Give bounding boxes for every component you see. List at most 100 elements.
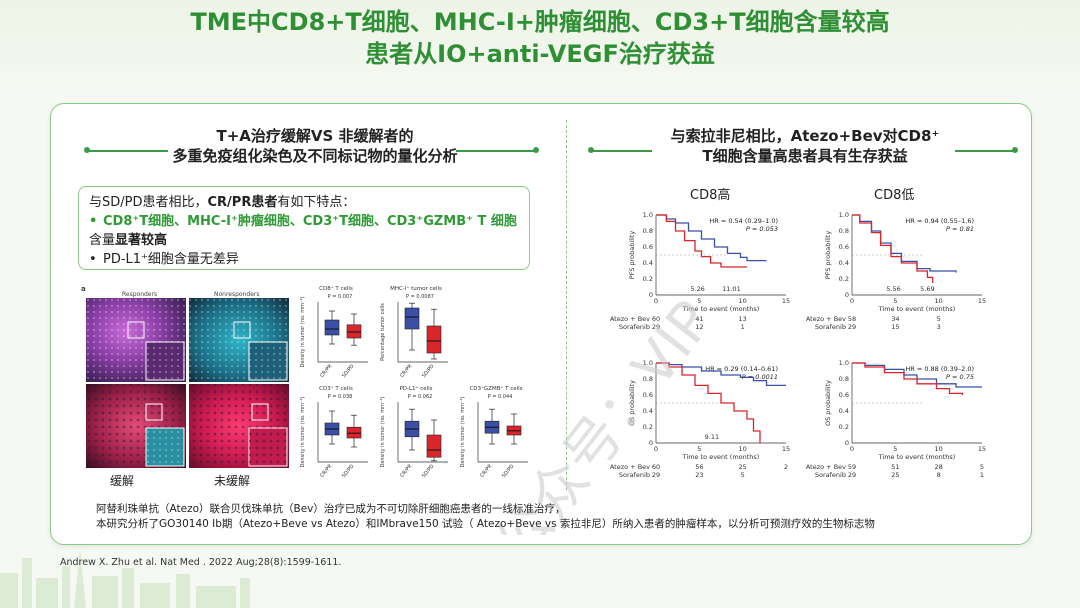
boxplot-ylabel: Density in tumor (no. mm⁻²) — [380, 396, 386, 467]
km-xtick: 15 — [782, 297, 790, 305]
city-skyline-decoration — [0, 548, 250, 608]
boxplot-4: PD-L1⁺ cells P = 0.062 Density in tumor (n… — [380, 385, 448, 479]
boxplot-p: P = 0.044 — [488, 394, 513, 400]
risk-count: 5 — [741, 471, 745, 479]
km-median-1: 9.11 — [705, 433, 719, 441]
km-ytick: 0.4 — [643, 259, 653, 267]
left-title-dot-right — [533, 147, 539, 153]
boxplot-ylabel: Density in tumor (no. mm⁻²) — [300, 296, 306, 367]
km-xtick: 10 — [739, 445, 747, 453]
km-xlabel: Time to event (months) — [878, 305, 956, 313]
boxplot-p: P = 0.038 — [328, 394, 353, 400]
boxplot-box — [324, 319, 340, 336]
risk-count: 1 — [741, 323, 745, 331]
boxplot-panel: CD8⁺ T cells P = 0.007 Density in tumor (n… — [300, 285, 528, 479]
boxplot-xcat: CR/PR — [479, 463, 494, 479]
km-xtick: 15 — [978, 445, 986, 453]
boxplot-xcat: SD/PD — [501, 463, 516, 479]
findings-box: 与SD/PD患者相比，CR/PR患者有如下特点： • CD8⁺T细胞、MHC-I⁺… — [78, 186, 530, 270]
km-ytick: 0 — [649, 291, 653, 299]
label-cd8-low: CD8低 — [874, 188, 915, 203]
left-title-rule-right — [456, 150, 536, 152]
risk-count: 25 — [891, 471, 899, 479]
boxplot-title: CD3⁺GZMB⁺ T cells — [469, 385, 522, 392]
boxplot-xcat: CR/PR — [399, 463, 414, 479]
slide-title: TME中CD8+T细胞、MHC-I+肿瘤细胞、CD3+T细胞含量较高 患者从IO… — [0, 6, 1080, 70]
km-ytick: 0.2 — [643, 423, 653, 431]
km-median-1: 5.56 — [886, 285, 900, 293]
km-hr: HR = 0.94 (0.55–1.6) — [905, 217, 974, 225]
risk-count: 2 — [784, 463, 788, 471]
risk-count: 29 — [652, 471, 660, 479]
km-xtick: 5 — [697, 297, 701, 305]
km-ytick: 0.4 — [839, 407, 849, 415]
km-xlabel: Time to event (months) — [682, 453, 760, 461]
risk-count: 3 — [937, 323, 941, 331]
boxplot-ylabel: Density in tumor (no. mm⁻²) — [460, 396, 466, 467]
km-ytick: 0.2 — [839, 275, 849, 283]
km-ytick: 0.8 — [643, 227, 653, 235]
km-curve-atezo-bev — [656, 214, 767, 262]
risk-arm-2: Sorafenib — [815, 323, 846, 331]
bullet-1-bold: 显著较高 — [115, 233, 168, 248]
col-label-responders: Responders — [122, 291, 158, 298]
caption-nonresponders: 未缓解 — [214, 474, 251, 488]
km-curve-sorafenib — [852, 362, 964, 395]
boxplot-p: P = 0.062 — [408, 394, 433, 400]
findings-intro: 与SD/PD患者相比，CR/PR患者有如下特点： — [89, 193, 519, 212]
boxplot-box — [426, 325, 442, 354]
boxplot-xcat: CR/PR — [399, 363, 414, 379]
risk-count: 1 — [980, 471, 984, 479]
right-title-dot-left — [588, 147, 594, 153]
boxplot-xcat: SD/PD — [341, 363, 356, 379]
km-ytick: 0.4 — [839, 259, 849, 267]
km-curve-atezo-bev — [852, 362, 982, 388]
boxplot-xcat: CR/PR — [319, 463, 334, 479]
section-divider — [566, 120, 567, 490]
km-plot-3: 0 0.2 0.4 0.6 0.8 1.0 0 5 10 15 Time to event (mon… — [610, 359, 790, 479]
km-median-2: 5.69 — [920, 285, 934, 293]
boxplot-title: MHC-I⁺ tumor cells — [390, 285, 442, 292]
km-ytick: 1.0 — [839, 359, 849, 367]
boxplot-ylabel: Density in tumor (no. mm⁻²) — [300, 396, 306, 467]
intro-suffix: 有如下特点： — [277, 195, 356, 210]
risk-count: 60 — [652, 315, 660, 323]
risk-arm-2: Sorafenib — [815, 471, 846, 479]
km-ytick: 0.6 — [643, 243, 653, 251]
km-p: P = 0.0011 — [742, 373, 778, 381]
km-p: P = 0.75 — [946, 373, 974, 381]
risk-arm-1: Atezo + Bev — [610, 315, 650, 323]
risk-count: 60 — [652, 463, 660, 471]
km-xtick: 0 — [850, 297, 854, 305]
risk-arm-2: Sorafenib — [619, 471, 650, 479]
boxplot-p: P = 0.0087 — [406, 294, 434, 300]
boxplot-box — [404, 307, 420, 330]
km-curve-sorafenib — [852, 214, 934, 283]
km-ytick: 0.8 — [839, 375, 849, 383]
study-note-line-2: 本研究分析了GO30140 Ib期（Atezo+Beve vs Atezo）和I… — [96, 518, 875, 530]
km-ytick: 1.0 — [643, 211, 653, 219]
boxplot-3: CD3⁺ T cells P = 0.038 Density in tumor (n… — [300, 385, 368, 479]
panel-label: a — [81, 285, 86, 293]
risk-arm-1: Atezo + Bev — [610, 463, 650, 471]
risk-count: 29 — [848, 471, 856, 479]
km-xtick: 5 — [893, 297, 897, 305]
col-label-nonresponders: Nonresponders — [214, 291, 260, 298]
km-xtick: 5 — [893, 445, 897, 453]
km-xtick: 0 — [850, 445, 854, 453]
boxplot-5: CD3⁺GZMB⁺ T cells P = 0.044 Density in tum… — [460, 385, 528, 479]
km-hr: HR = 0.54 (0.29–1.0) — [709, 217, 778, 225]
risk-count: 51 — [891, 463, 899, 471]
left-title-line-1: T+A治疗缓解VS 非缓解者的 — [216, 127, 414, 145]
km-plot-1: 0 0.2 0.4 0.6 0.8 1.0 0 5 10 15 Time to event (mon… — [610, 211, 790, 331]
boxplot-title: CD8⁺ T cells — [319, 285, 353, 292]
km-ylabel: OS probability — [628, 380, 636, 426]
boxplot-xcat: CR/PR — [319, 363, 334, 379]
km-curve-sorafenib — [656, 362, 761, 443]
right-section-title: 与索拉非尼相比，Atezo+Bev对CD8⁺ T细胞含量高患者具有生存获益 — [640, 126, 970, 166]
risk-count: 41 — [695, 315, 703, 323]
boxplot-xcat: SD/PD — [421, 463, 436, 479]
risk-count: 8 — [937, 471, 941, 479]
km-xtick: 10 — [935, 297, 943, 305]
boxplot-box — [346, 426, 362, 439]
